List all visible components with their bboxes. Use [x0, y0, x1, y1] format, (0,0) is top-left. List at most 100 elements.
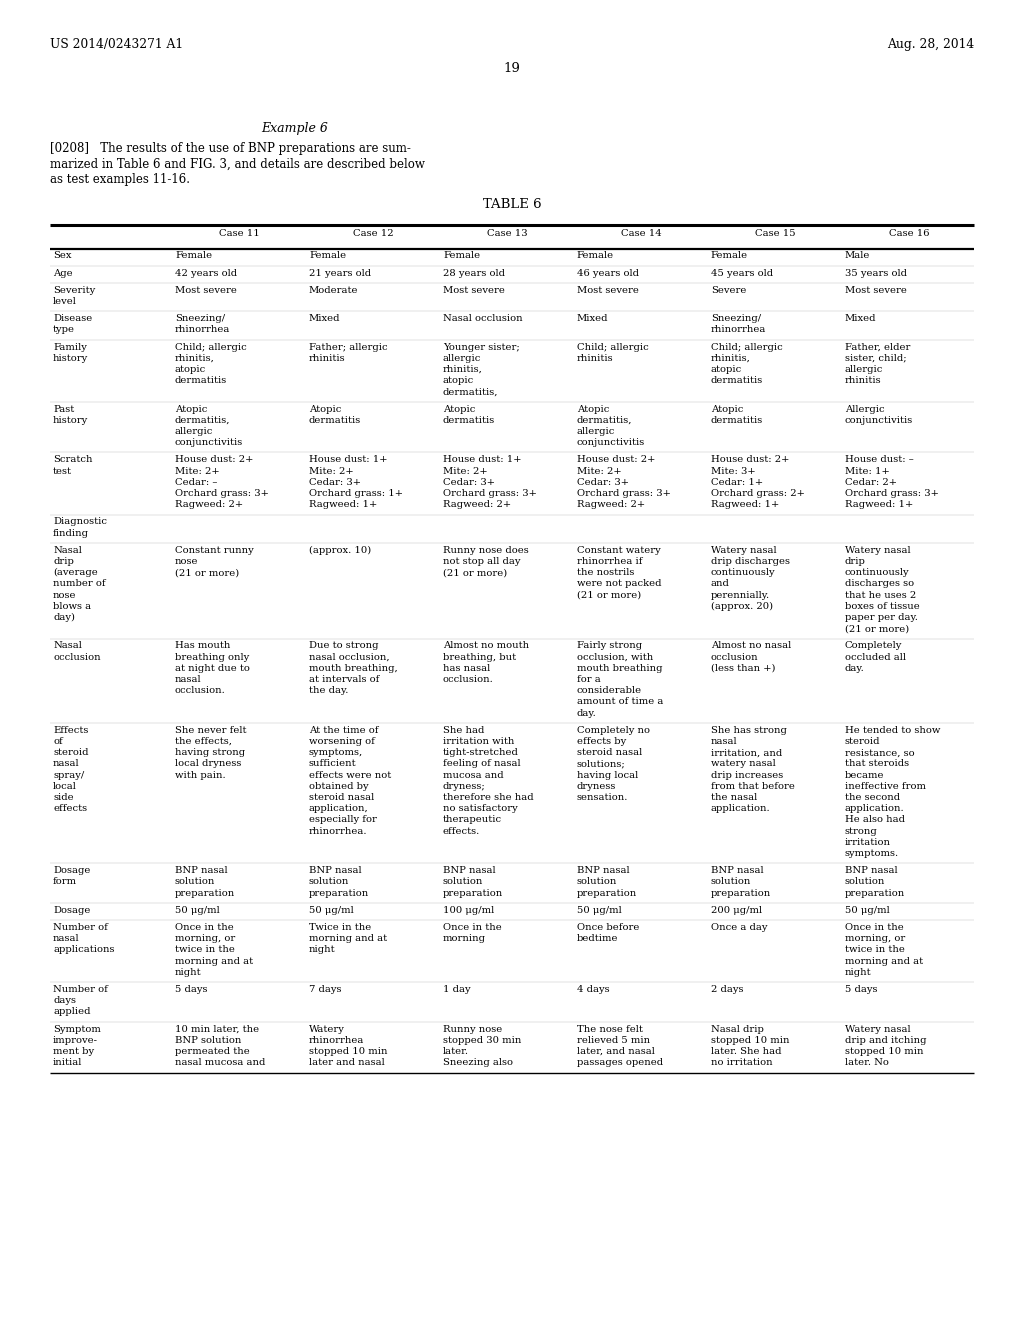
Text: Past: Past	[53, 405, 75, 413]
Text: nose: nose	[53, 590, 77, 599]
Text: 42 years old: 42 years old	[175, 269, 238, 277]
Text: BNP solution: BNP solution	[175, 1036, 242, 1045]
Text: dermatitis: dermatitis	[711, 376, 763, 385]
Text: 35 years old: 35 years old	[845, 269, 907, 277]
Text: night: night	[845, 968, 871, 977]
Text: 46 years old: 46 years old	[577, 269, 639, 277]
Text: day): day)	[53, 612, 75, 622]
Text: Female: Female	[175, 252, 212, 260]
Text: Sex: Sex	[53, 252, 72, 260]
Text: Orchard grass: 2+: Orchard grass: 2+	[711, 490, 805, 498]
Text: Mixed: Mixed	[577, 314, 608, 323]
Text: solution: solution	[175, 878, 215, 887]
Text: marized in Table 6 and FIG. 3, and details are described below: marized in Table 6 and FIG. 3, and detai…	[50, 157, 425, 170]
Text: Case 14: Case 14	[621, 228, 662, 238]
Text: Almost no mouth: Almost no mouth	[443, 642, 529, 651]
Text: dermatitis: dermatitis	[309, 416, 361, 425]
Text: Once in the: Once in the	[845, 923, 903, 932]
Text: morning and at: morning and at	[845, 957, 923, 966]
Text: breathing only: breathing only	[175, 652, 249, 661]
Text: Mite: 2+: Mite: 2+	[175, 467, 219, 475]
Text: 50 μg/ml: 50 μg/ml	[845, 906, 890, 915]
Text: blows a: blows a	[53, 602, 91, 611]
Text: TABLE 6: TABLE 6	[482, 198, 542, 211]
Text: Cedar: 3+: Cedar: 3+	[309, 478, 360, 487]
Text: dermatitis,: dermatitis,	[443, 388, 499, 396]
Text: Completely no: Completely no	[577, 726, 650, 735]
Text: stopped 30 min: stopped 30 min	[443, 1036, 521, 1045]
Text: Ragweed: 2+: Ragweed: 2+	[443, 500, 511, 510]
Text: resistance, so: resistance, so	[845, 748, 914, 758]
Text: symptoms.: symptoms.	[845, 849, 899, 858]
Text: Female: Female	[577, 252, 614, 260]
Text: breathing, but: breathing, but	[443, 652, 516, 661]
Text: 19: 19	[504, 62, 520, 75]
Text: Orchard grass: 3+: Orchard grass: 3+	[443, 490, 537, 498]
Text: Female: Female	[711, 252, 748, 260]
Text: nasal occlusion,: nasal occlusion,	[309, 652, 389, 661]
Text: steroid: steroid	[845, 737, 881, 746]
Text: history: history	[53, 354, 88, 363]
Text: Atopic: Atopic	[309, 405, 341, 413]
Text: Allergic: Allergic	[845, 405, 885, 413]
Text: rhinitis: rhinitis	[577, 354, 613, 363]
Text: preparation: preparation	[577, 888, 637, 898]
Text: Younger sister;: Younger sister;	[443, 343, 519, 351]
Text: Orchard grass: 3+: Orchard grass: 3+	[845, 490, 939, 498]
Text: atopic: atopic	[443, 376, 474, 385]
Text: 45 years old: 45 years old	[711, 269, 773, 277]
Text: considerable: considerable	[577, 686, 642, 696]
Text: Dosage: Dosage	[53, 866, 90, 875]
Text: Orchard grass: 3+: Orchard grass: 3+	[577, 490, 671, 498]
Text: morning, or: morning, or	[175, 935, 236, 944]
Text: ineffective from: ineffective from	[845, 781, 926, 791]
Text: rhinorrhea: rhinorrhea	[309, 1036, 365, 1045]
Text: that steroids: that steroids	[845, 759, 909, 768]
Text: the effects,: the effects,	[175, 737, 232, 746]
Text: and: and	[711, 579, 730, 589]
Text: She has strong: She has strong	[711, 726, 786, 735]
Text: Once in the: Once in the	[443, 923, 502, 932]
Text: Case 11: Case 11	[218, 228, 259, 238]
Text: preparation: preparation	[175, 888, 236, 898]
Text: finding: finding	[53, 529, 89, 537]
Text: At the time of: At the time of	[309, 726, 379, 735]
Text: Age: Age	[53, 269, 73, 277]
Text: type: type	[53, 326, 75, 334]
Text: irritation, and: irritation, and	[711, 748, 782, 758]
Text: stopped 10 min: stopped 10 min	[711, 1036, 790, 1045]
Text: 2 days: 2 days	[711, 985, 743, 994]
Text: preparation: preparation	[309, 888, 370, 898]
Text: side: side	[53, 793, 74, 803]
Text: conjunctivitis: conjunctivitis	[577, 438, 645, 447]
Text: test: test	[53, 467, 72, 475]
Text: Most severe: Most severe	[577, 286, 639, 294]
Text: rhinorrhea if: rhinorrhea if	[577, 557, 642, 566]
Text: twice in the: twice in the	[845, 945, 905, 954]
Text: atopic: atopic	[175, 366, 206, 374]
Text: sensation.: sensation.	[577, 793, 629, 803]
Text: Sneezing/: Sneezing/	[175, 314, 225, 323]
Text: later. No: later. No	[845, 1059, 889, 1068]
Text: effects: effects	[53, 804, 87, 813]
Text: tight-stretched: tight-stretched	[443, 748, 519, 758]
Text: drip discharges: drip discharges	[711, 557, 790, 566]
Text: 50 μg/ml: 50 μg/ml	[175, 906, 220, 915]
Text: Aug. 28, 2014: Aug. 28, 2014	[887, 38, 974, 51]
Text: irritation with: irritation with	[443, 737, 514, 746]
Text: 28 years old: 28 years old	[443, 269, 505, 277]
Text: Ragweed: 1+: Ragweed: 1+	[845, 500, 913, 510]
Text: occluded all: occluded all	[845, 652, 906, 661]
Text: night: night	[309, 945, 336, 954]
Text: Has mouth: Has mouth	[175, 642, 230, 651]
Text: Ragweed: 1+: Ragweed: 1+	[711, 500, 779, 510]
Text: House dust: 1+: House dust: 1+	[443, 455, 521, 465]
Text: dermatitis: dermatitis	[443, 416, 496, 425]
Text: Male: Male	[845, 252, 870, 260]
Text: strong: strong	[845, 826, 878, 836]
Text: spray/: spray/	[53, 771, 84, 780]
Text: drip: drip	[53, 557, 74, 566]
Text: morning and at: morning and at	[309, 935, 387, 944]
Text: preparation: preparation	[443, 888, 503, 898]
Text: Nasal occlusion: Nasal occlusion	[443, 314, 522, 323]
